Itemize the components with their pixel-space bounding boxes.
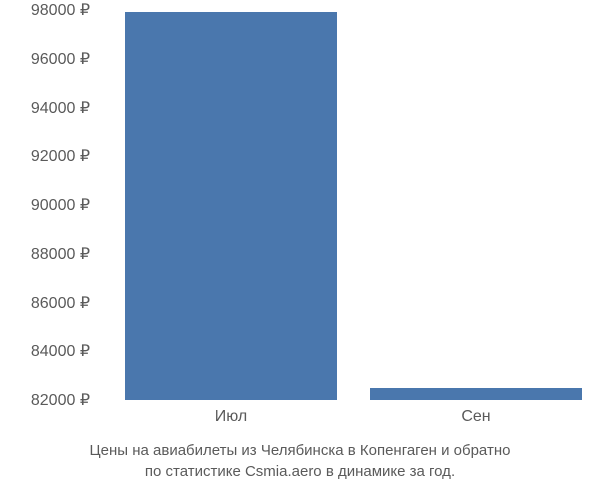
y-axis: 98000 ₽ 96000 ₽ 94000 ₽ 92000 ₽ 90000 ₽ … <box>0 10 100 400</box>
y-tick-label: 96000 ₽ <box>31 49 90 69</box>
y-tick-label: 82000 ₽ <box>31 390 90 410</box>
y-tick-label: 92000 ₽ <box>31 146 90 166</box>
y-tick-label: 90000 ₽ <box>31 195 90 215</box>
y-tick-label: 88000 ₽ <box>31 244 90 264</box>
x-tick-label: Сен <box>461 408 490 426</box>
caption-line-1: Цены на авиабилеты из Челябинска в Копен… <box>0 440 600 461</box>
x-tick-label: Июл <box>215 408 247 426</box>
plot-area <box>100 10 590 400</box>
chart-caption: Цены на авиабилеты из Челябинска в Копен… <box>0 440 600 482</box>
y-tick-label: 86000 ₽ <box>31 293 90 313</box>
y-tick-label: 84000 ₽ <box>31 341 90 361</box>
bar-chart: 98000 ₽ 96000 ₽ 94000 ₽ 92000 ₽ 90000 ₽ … <box>0 10 600 430</box>
bar-sep <box>370 388 582 400</box>
x-axis: Июл Сен <box>100 408 590 433</box>
caption-line-2: по статистике Csmia.aero в динамике за г… <box>0 461 600 482</box>
y-tick-label: 98000 ₽ <box>31 0 90 20</box>
y-tick-label: 94000 ₽ <box>31 98 90 118</box>
bar-jul <box>125 12 337 400</box>
